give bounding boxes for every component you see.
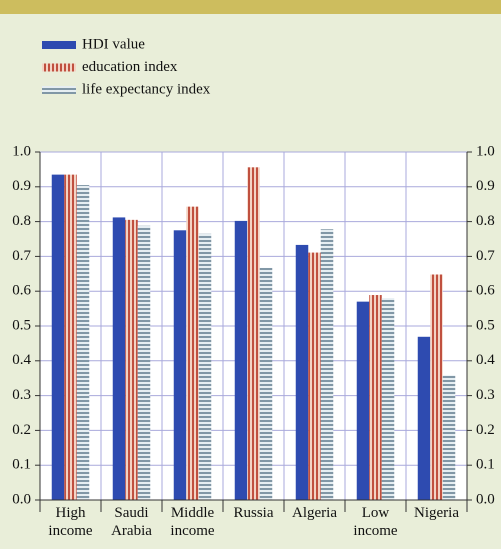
legend-label: HDI value [82,36,145,52]
x-tick-label: Nigeria [414,505,459,521]
bar [381,298,395,500]
y2-tick-label: 0.1 [476,457,495,473]
y-tick-label: 0.2 [12,422,31,438]
bar [442,375,456,500]
y2-tick-label: 0.3 [476,387,495,403]
top-band [0,0,501,14]
y-tick-label: 0.3 [12,387,31,403]
legend-label: life expectancy index [82,81,211,97]
legend-swatch [42,63,76,72]
y-tick-label: 0.6 [12,283,31,299]
y2-tick-label: 0.7 [476,248,495,264]
bar [356,301,370,500]
x-tick-label: Saudi Arabia [111,505,152,539]
bar [51,174,65,500]
x-tick-label: Low income [353,505,397,539]
y2-tick-label: 0.0 [476,491,495,507]
bar [430,274,443,500]
y2-tick-label: 0.2 [476,422,495,438]
y2-tick-label: 0.6 [476,283,495,299]
bar [369,295,382,500]
y2-tick-label: 1.0 [476,143,495,159]
bar [137,225,151,500]
y-tick-label: 0.4 [12,352,31,368]
y2-tick-label: 0.5 [476,317,495,333]
x-tick-label: Middle income [170,505,214,539]
y-tick-label: 0.0 [12,491,31,507]
x-tick-label: High income [48,505,92,539]
y-tick-label: 1.0 [12,143,31,159]
bar [76,185,90,500]
legend-swatch [42,41,76,49]
bar [125,219,138,501]
legend-label: education index [82,59,178,75]
y2-tick-label: 0.8 [476,213,495,229]
y-tick-label: 0.7 [12,248,31,264]
bar [112,217,126,500]
legend-swatch [42,86,76,94]
bar [417,336,431,500]
bar [186,206,199,501]
bar [320,229,334,501]
bar [308,252,321,500]
bar [64,174,77,500]
y-tick-label: 0.8 [12,213,31,229]
x-tick-label: Russia [233,505,273,521]
y2-tick-label: 0.4 [476,352,495,368]
bar [295,244,309,500]
y-tick-label: 0.1 [12,457,31,473]
y2-tick-label: 0.9 [476,178,495,194]
bar [259,267,273,500]
bar [198,233,212,500]
x-tick-label: Algeria [292,505,337,521]
y-tick-label: 0.9 [12,178,31,194]
bar [234,220,248,501]
bar [247,167,260,500]
y-tick-label: 0.5 [12,317,31,333]
bar [173,230,187,501]
